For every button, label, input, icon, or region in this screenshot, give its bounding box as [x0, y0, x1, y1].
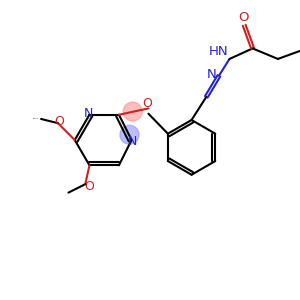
Text: O: O — [142, 97, 152, 110]
Text: O: O — [238, 11, 248, 24]
Text: N: N — [207, 68, 217, 81]
Text: O: O — [54, 115, 64, 128]
Text: N: N — [128, 135, 137, 148]
Circle shape — [123, 102, 142, 121]
Text: O: O — [85, 180, 94, 193]
Circle shape — [120, 125, 139, 144]
Text: N: N — [84, 107, 93, 120]
Text: methoxy: methoxy — [33, 117, 39, 119]
Text: HN: HN — [209, 45, 229, 58]
